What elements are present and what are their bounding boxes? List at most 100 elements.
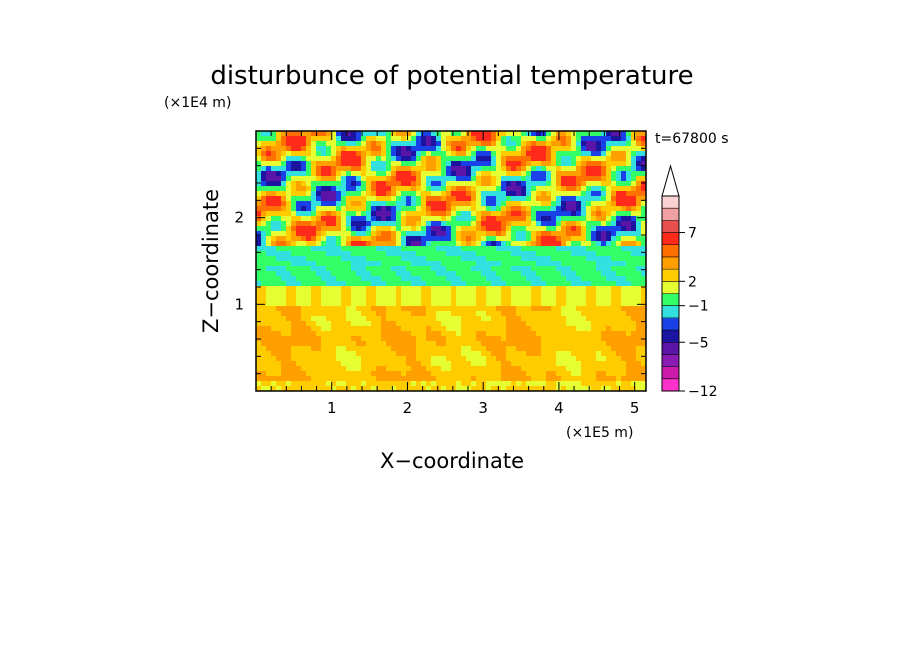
heatmap-cell — [586, 286, 592, 292]
heatmap-cell — [441, 331, 447, 337]
heatmap-cell — [316, 246, 322, 252]
heatmap-cell — [271, 226, 277, 232]
heatmap-cell — [316, 226, 322, 232]
heatmap-cell — [331, 241, 337, 247]
heatmap-cell — [296, 261, 302, 267]
heatmap-cell — [596, 161, 602, 167]
heatmap-cell — [301, 141, 307, 147]
heatmap-cell — [541, 171, 547, 177]
heatmap-cell — [371, 166, 377, 172]
heatmap-cell — [316, 326, 322, 332]
heatmap-cell — [601, 251, 607, 257]
heatmap-cell — [466, 356, 472, 362]
heatmap-cell — [416, 176, 422, 182]
heatmap-cell — [641, 281, 646, 287]
heatmap-cell — [526, 246, 532, 252]
heatmap-cell — [376, 206, 382, 212]
heatmap-cell — [481, 336, 487, 342]
heatmap-cell — [531, 266, 537, 272]
heatmap-cell — [436, 376, 442, 382]
heatmap-cell — [416, 186, 422, 192]
heatmap-cell — [441, 216, 447, 222]
heatmap-cell — [556, 196, 562, 202]
heatmap-cell — [376, 141, 382, 147]
heatmap-cell — [546, 146, 552, 152]
heatmap-cell — [601, 211, 607, 217]
heatmap-cell — [586, 376, 592, 382]
heatmap-cell — [526, 266, 532, 272]
heatmap-cell — [416, 291, 422, 297]
heatmap-cell — [341, 221, 347, 227]
heatmap-cell — [636, 336, 642, 342]
heatmap-cell — [396, 316, 402, 322]
heatmap-cell — [546, 271, 552, 277]
heatmap-cell — [641, 216, 646, 222]
heatmap-cell — [496, 236, 502, 242]
heatmap-cell — [601, 381, 607, 387]
heatmap-cell — [306, 266, 312, 272]
heatmap-cell — [641, 196, 646, 202]
heatmap-cell — [626, 336, 632, 342]
heatmap-cell — [436, 201, 442, 207]
heatmap-cell — [406, 156, 412, 162]
heatmap-cell — [326, 341, 332, 347]
heatmap-cell — [566, 211, 572, 217]
heatmap-cell — [616, 226, 622, 232]
heatmap-cell — [486, 371, 492, 377]
heatmap-cell — [501, 211, 507, 217]
heatmap-cell — [436, 261, 442, 267]
heatmap-cell — [401, 366, 407, 372]
heatmap-cell — [441, 136, 447, 142]
heatmap-cell — [371, 221, 377, 227]
heatmap-cell — [481, 256, 487, 262]
heatmap-cell — [641, 266, 646, 272]
heatmap-cell — [311, 291, 317, 297]
heatmap-cell — [576, 386, 582, 391]
heatmap-cell — [521, 291, 527, 297]
heatmap-cell — [631, 171, 637, 177]
heatmap-cell — [351, 206, 357, 212]
heatmap-cell — [506, 241, 512, 247]
heatmap-cell — [536, 341, 542, 347]
heatmap-cell — [476, 331, 482, 337]
heatmap-cell — [261, 271, 267, 277]
heatmap-cell — [296, 386, 302, 391]
heatmap-cell — [541, 201, 547, 207]
heatmap-cell — [436, 176, 442, 182]
heatmap-cell — [596, 276, 602, 282]
heatmap-cell — [521, 306, 527, 312]
heatmap-cell — [526, 211, 532, 217]
heatmap-cell — [521, 371, 527, 377]
heatmap-cell — [576, 316, 582, 322]
heatmap-cell — [331, 221, 337, 227]
heatmap-cell — [506, 301, 512, 307]
heatmap-cell — [611, 141, 617, 147]
heatmap-cell — [346, 131, 352, 137]
heatmap-cell — [456, 146, 462, 152]
heatmap-cell — [461, 201, 467, 207]
heatmap-cell — [446, 261, 452, 267]
heatmap-cell — [361, 321, 367, 327]
heatmap-cell — [361, 266, 367, 272]
heatmap-cell — [626, 356, 632, 362]
heatmap-cell — [606, 346, 612, 352]
heatmap-cell — [296, 316, 302, 322]
heatmap-cell — [586, 186, 592, 192]
heatmap-cell — [391, 191, 397, 197]
heatmap-cell — [601, 236, 607, 242]
heatmap-cell — [256, 366, 262, 372]
heatmap-cell — [571, 306, 577, 312]
heatmap-cell — [591, 161, 597, 167]
heatmap-cell — [511, 211, 517, 217]
heatmap-cell — [551, 381, 557, 387]
heatmap-cell — [556, 156, 562, 162]
heatmap-cell — [356, 246, 362, 252]
heatmap-cell — [416, 221, 422, 227]
heatmap-cell — [271, 166, 277, 172]
heatmap-cell — [461, 261, 467, 267]
heatmap-cell — [641, 386, 646, 391]
heatmap-cell — [296, 331, 302, 337]
heatmap-cell — [316, 266, 322, 272]
heatmap-cell — [576, 131, 582, 137]
heatmap-cell — [336, 151, 342, 157]
